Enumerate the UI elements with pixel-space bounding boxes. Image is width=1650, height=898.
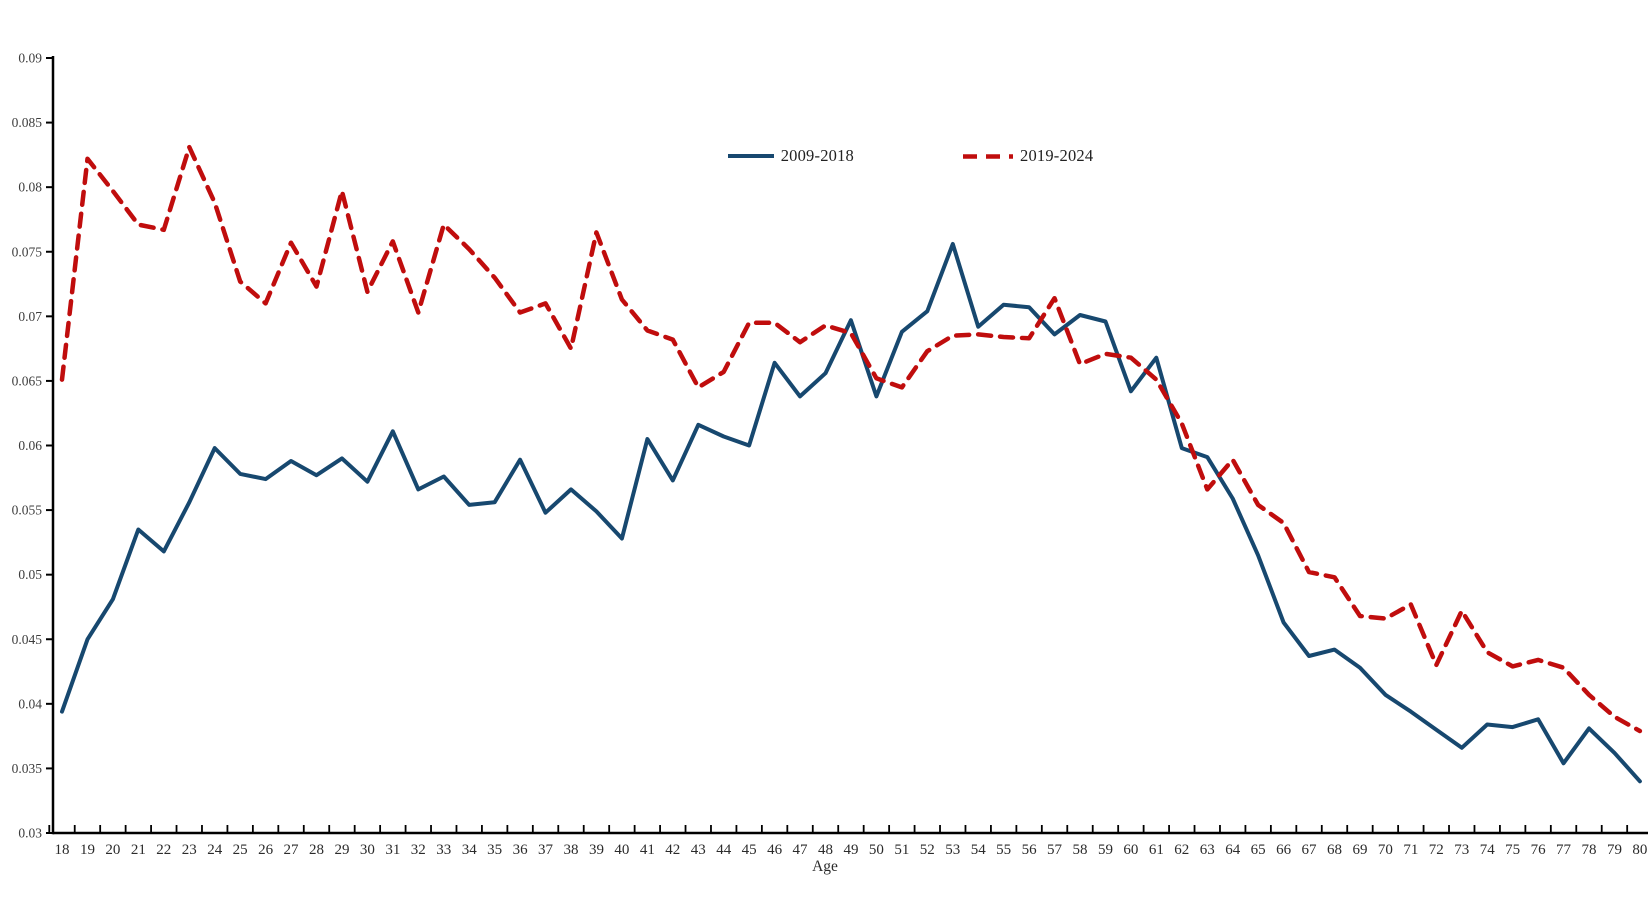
x-tick-label: 75 (1505, 842, 1520, 858)
x-tick-label: 70 (1378, 842, 1393, 858)
y-tick-label: 0.06 (18, 438, 42, 453)
y-tick-label: 0.075 (12, 244, 43, 259)
x-tick-label: 51 (894, 842, 909, 858)
x-tick-label: 55 (996, 842, 1011, 858)
x-tick-label: 68 (1327, 842, 1342, 858)
x-tick-label: 76 (1531, 842, 1547, 858)
x-tick-label: 27 (284, 842, 300, 858)
x-tick-label: 20 (105, 842, 120, 858)
x-tick-label: 19 (80, 842, 95, 858)
x-tick-label: 60 (1123, 842, 1138, 858)
x-tick-label: 46 (767, 842, 783, 858)
x-tick-label: 31 (385, 842, 400, 858)
x-axis-tick-labels: 18 19 20 21 22 23 24 25 26 27 28 29 30 31 32 33 34 35 36 37… (55, 842, 1648, 858)
tick-marks (46, 57, 1629, 834)
x-tick-label: 65 (1251, 842, 1266, 858)
series-line-2009-2018 (60, 242, 1642, 784)
x-tick-label: 18 (55, 842, 70, 858)
x-tick-label: 73 (1454, 842, 1469, 858)
x-tick-label: 26 (258, 842, 274, 858)
x-tick-label: 23 (182, 842, 197, 858)
x-tick-label: 79 (1607, 842, 1622, 858)
y-tick-label: 0.045 (12, 632, 43, 647)
x-tick-label: 71 (1403, 842, 1418, 858)
x-tick-label: 24 (207, 842, 223, 858)
x-tick-label: 37 (538, 842, 554, 858)
x-tick-label: 80 (1632, 842, 1647, 858)
y-tick-label: 0.035 (12, 761, 43, 776)
x-tick-label: 61 (1149, 842, 1164, 858)
x-tick-label: 25 (233, 842, 248, 858)
x-tick-label: 33 (436, 842, 451, 858)
x-tick-label: 77 (1556, 842, 1572, 858)
x-tick-label: 56 (1022, 842, 1038, 858)
x-tick-label: 50 (869, 842, 884, 858)
x-axis-title: Age (812, 858, 838, 875)
x-tick-label: 59 (1098, 842, 1113, 858)
series-lines (59, 144, 1643, 784)
x-tick-label: 62 (1174, 842, 1189, 858)
x-tick-label: 22 (156, 842, 171, 858)
x-tick-label: 45 (742, 842, 757, 858)
x-tick-label: 42 (665, 842, 680, 858)
x-tick-label: 43 (691, 842, 706, 858)
x-tick-label: 29 (334, 842, 349, 858)
x-tick-label: 72 (1429, 842, 1444, 858)
y-tick-label: 0.09 (18, 51, 42, 66)
y-tick-label: 0.04 (18, 696, 42, 711)
y-tick-label: 0.055 (12, 503, 43, 518)
x-tick-label: 66 (1276, 842, 1292, 858)
x-tick-label: 69 (1352, 842, 1367, 858)
x-tick-label: 21 (131, 842, 146, 858)
x-tick-label: 30 (360, 842, 375, 858)
x-tick-label: 36 (513, 842, 529, 858)
x-tick-label: 35 (487, 842, 502, 858)
x-tick-label: 41 (640, 842, 655, 858)
y-tick-label: 0.065 (12, 373, 43, 388)
x-tick-label: 32 (411, 842, 426, 858)
y-tick-label: 0.085 (12, 115, 43, 130)
x-tick-label: 53 (945, 842, 960, 858)
x-tick-label: 54 (971, 842, 987, 858)
x-tick-label: 38 (564, 842, 579, 858)
x-tick-label: 34 (462, 842, 478, 858)
y-tick-label: 0.08 (18, 180, 42, 195)
x-tick-label: 57 (1047, 842, 1063, 858)
y-tick-label: 0.03 (18, 826, 42, 841)
x-tick-label: 63 (1200, 842, 1215, 858)
x-tick-label: 47 (793, 842, 809, 858)
x-tick-label: 67 (1302, 842, 1318, 858)
x-tick-label: 58 (1073, 842, 1088, 858)
x-tick-label: 48 (818, 842, 833, 858)
series-line-2019-2024 (59, 144, 1643, 734)
x-tick-label: 64 (1225, 842, 1241, 858)
axes (51, 56, 1648, 835)
y-axis-tick-labels: 0.03 0.035 0.04 0.045 0.05 0.055 0.06 0.065 0.07… (12, 51, 43, 841)
x-tick-label: 28 (309, 842, 324, 858)
y-tick-label: 0.07 (18, 309, 42, 324)
y-tick-label: 0.05 (18, 567, 42, 582)
x-tick-label: 39 (589, 842, 604, 858)
x-tick-label: 74 (1480, 842, 1496, 858)
x-tick-label: 40 (614, 842, 629, 858)
x-tick-label: 52 (920, 842, 935, 858)
x-tick-label: 78 (1582, 842, 1597, 858)
x-tick-label: 49 (843, 842, 858, 858)
x-tick-label: 44 (716, 842, 732, 858)
